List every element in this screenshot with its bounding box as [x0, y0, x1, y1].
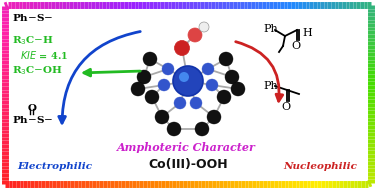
- Circle shape: [174, 97, 186, 109]
- Circle shape: [143, 52, 157, 66]
- Circle shape: [188, 28, 202, 42]
- Circle shape: [202, 63, 214, 75]
- Circle shape: [145, 90, 159, 104]
- Text: Ph$-$S$-$: Ph$-$S$-$: [12, 114, 53, 125]
- FancyArrowPatch shape: [59, 32, 140, 123]
- FancyBboxPatch shape: [6, 6, 370, 183]
- Circle shape: [158, 79, 170, 91]
- FancyArrowPatch shape: [236, 42, 283, 101]
- Text: R$_3$C$-$H: R$_3$C$-$H: [12, 34, 54, 47]
- FancyArrowPatch shape: [84, 69, 140, 76]
- Circle shape: [219, 52, 233, 66]
- Text: Electrophilic: Electrophilic: [17, 162, 92, 171]
- Circle shape: [225, 70, 239, 84]
- Text: Ph: Ph: [263, 81, 278, 91]
- Text: Nucleophilic: Nucleophilic: [283, 162, 357, 171]
- Circle shape: [231, 82, 245, 96]
- Text: Co(III)-OOH: Co(III)-OOH: [148, 158, 228, 171]
- Text: $\it{KIE}$ = 4.1: $\it{KIE}$ = 4.1: [20, 49, 68, 61]
- Circle shape: [195, 122, 209, 136]
- Circle shape: [167, 122, 181, 136]
- Circle shape: [207, 110, 221, 124]
- Circle shape: [174, 40, 190, 56]
- Circle shape: [173, 66, 203, 96]
- Circle shape: [199, 22, 209, 32]
- Text: Ph: Ph: [263, 24, 278, 34]
- Circle shape: [217, 90, 231, 104]
- Circle shape: [155, 110, 169, 124]
- Circle shape: [206, 79, 218, 91]
- Text: O: O: [27, 104, 36, 113]
- Text: Ph$-$S$-$: Ph$-$S$-$: [12, 12, 53, 23]
- Text: H: H: [302, 28, 312, 38]
- Circle shape: [179, 72, 189, 82]
- Text: R$_3$C$-$OH: R$_3$C$-$OH: [12, 64, 63, 77]
- Text: O: O: [282, 102, 291, 112]
- Circle shape: [190, 97, 202, 109]
- Circle shape: [137, 70, 151, 84]
- Circle shape: [131, 82, 145, 96]
- Text: Amphoteric Character: Amphoteric Character: [117, 142, 255, 153]
- Circle shape: [162, 63, 174, 75]
- Text: O: O: [291, 41, 300, 51]
